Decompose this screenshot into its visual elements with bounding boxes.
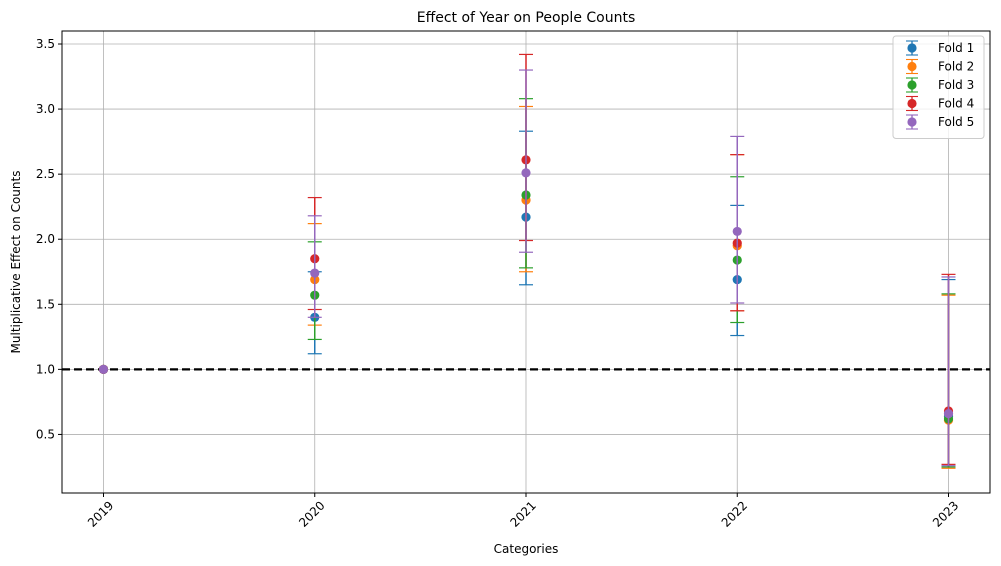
x-axis-title: Categories	[494, 542, 559, 556]
data-point	[943, 409, 954, 419]
series-group	[98, 53, 956, 469]
legend-label: Fold 2	[938, 60, 974, 74]
y-tick-label: 2.5	[36, 167, 55, 181]
data-point	[732, 226, 742, 237]
y-tick-label: 3.5	[36, 37, 55, 51]
y-tick-label: 1.0	[36, 362, 55, 376]
y-tick-label: 1.5	[36, 297, 55, 311]
legend-label: Fold 4	[938, 97, 974, 111]
y-tick-label: 2.0	[36, 232, 55, 246]
data-point	[98, 364, 109, 374]
y-tick-label: 3.0	[36, 102, 55, 116]
chart-title: Effect of Year on People Counts	[417, 10, 636, 26]
legend-label: Fold 5	[938, 115, 974, 129]
series-5	[98, 69, 956, 467]
y-tick-label: 0.5	[36, 427, 55, 441]
legend-box	[892, 35, 985, 139]
data-point	[310, 268, 320, 278]
legend-label: Fold 3	[938, 78, 974, 92]
legend-marker	[907, 43, 917, 53]
legend-marker	[907, 98, 917, 109]
legend-marker	[907, 117, 917, 127]
legend-marker	[907, 80, 917, 90]
data-point	[521, 168, 531, 178]
legend-marker	[907, 61, 917, 72]
legend-label: Fold 1	[938, 41, 974, 55]
legend: Fold 1 Fold 2 Fold 3 Fold 4 Fold 5	[892, 35, 985, 139]
y-axis-title: Multiplicative Effect on Counts	[9, 171, 23, 354]
